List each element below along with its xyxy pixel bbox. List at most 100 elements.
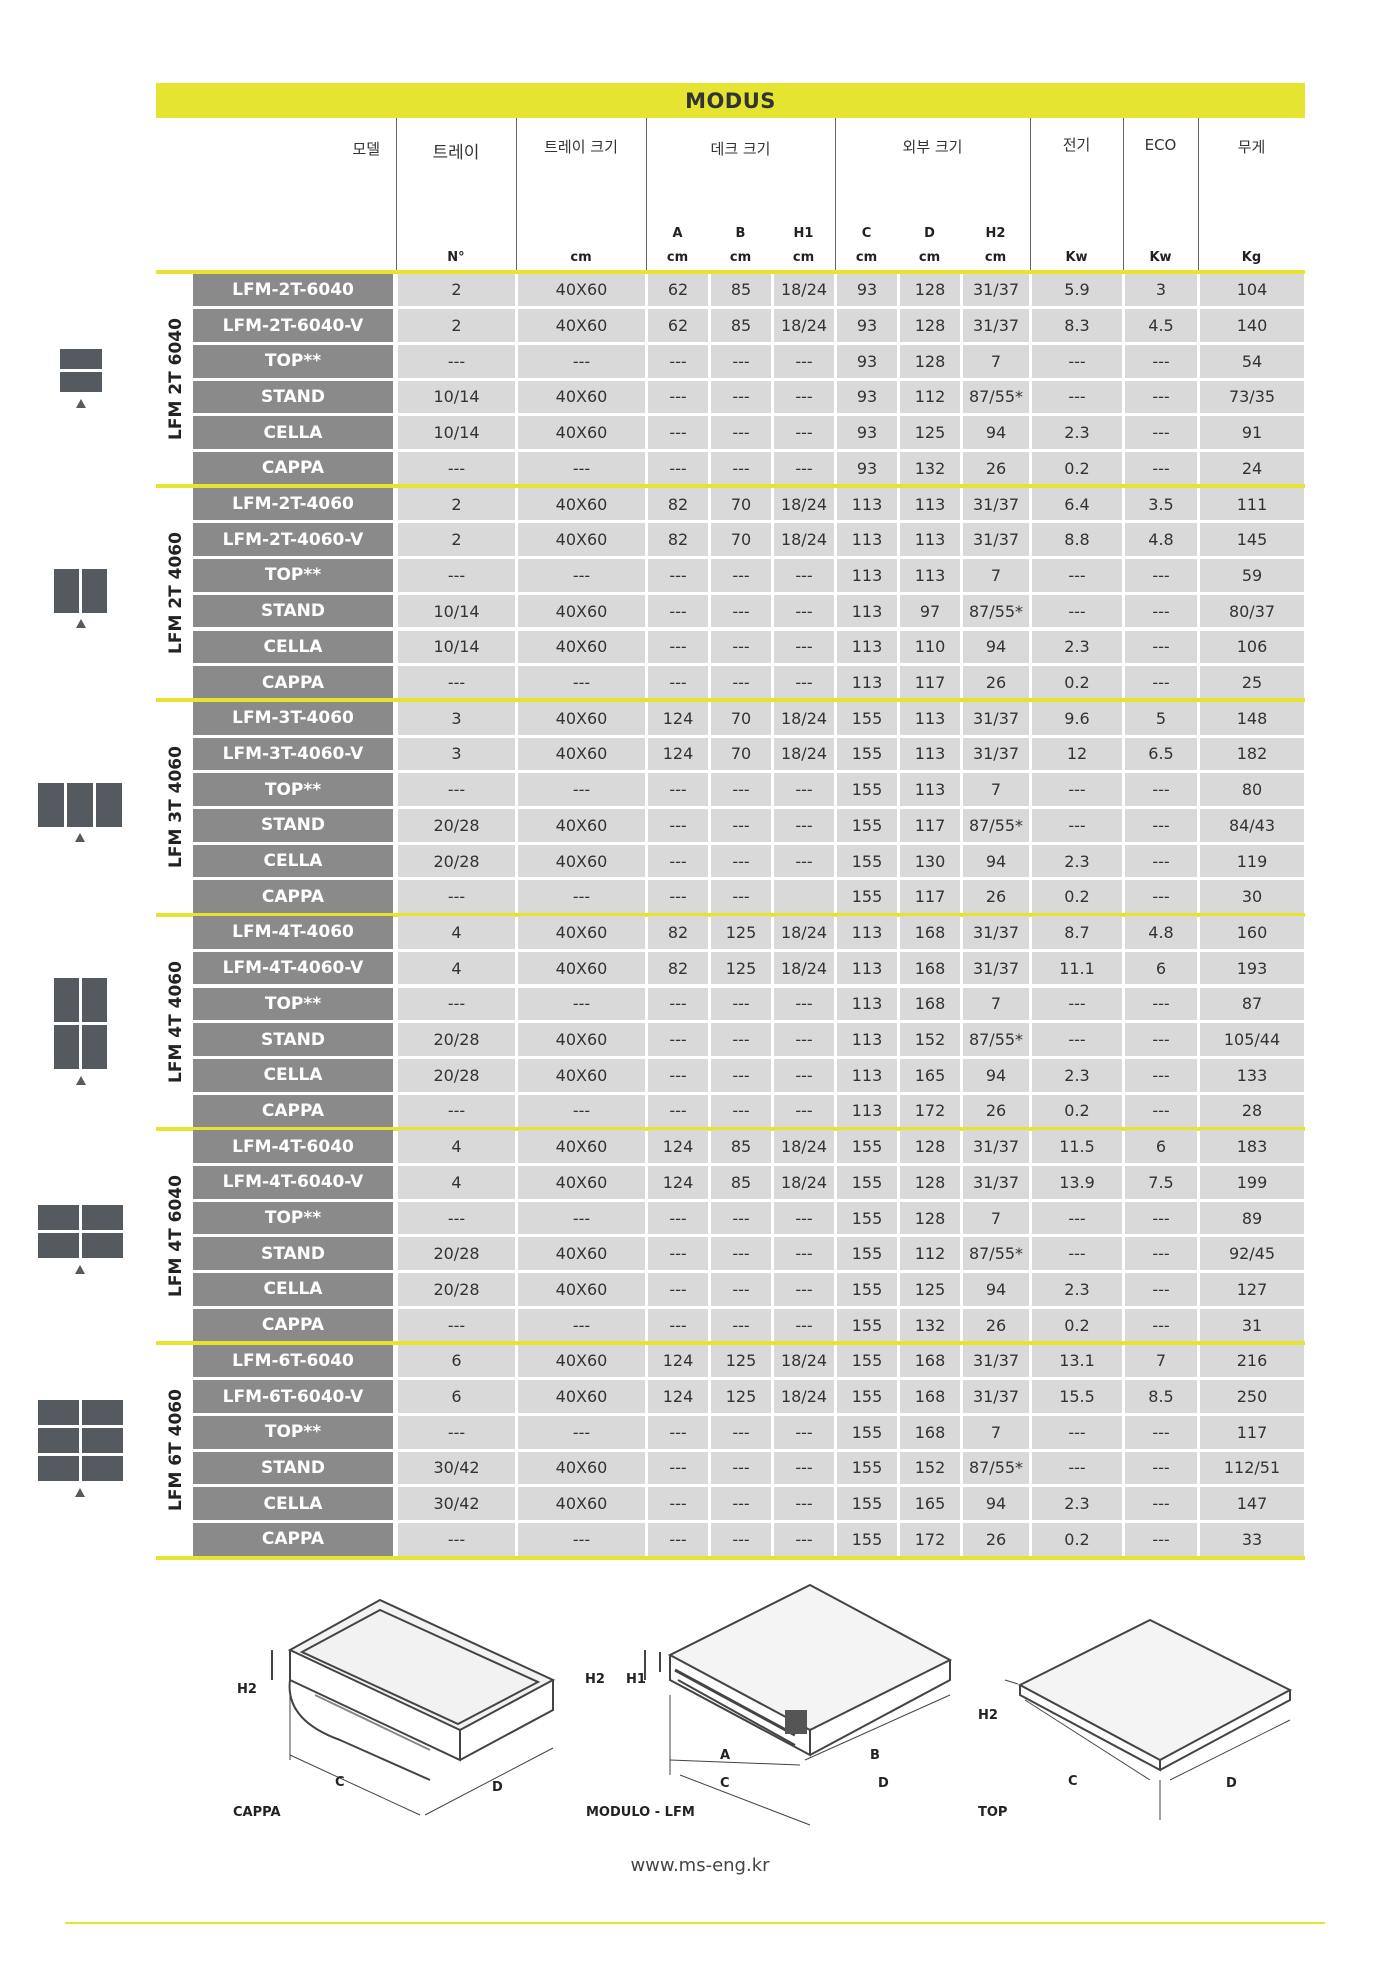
table-cell: 2 (398, 523, 515, 557)
table-cell: 125 (711, 951, 771, 985)
table-cell: 0.2 (1032, 666, 1122, 699)
modulo-h1-label: H1 (626, 1672, 646, 1687)
model-cell: TOP** (193, 987, 393, 1021)
header-tray-size: 트레이 크기 (544, 138, 618, 156)
model-cell: LFM-4T-6040-V (193, 1166, 393, 1199)
table-cell: 117 (1200, 1415, 1304, 1449)
table-cell: 20/28 (398, 1273, 515, 1306)
header-eco: ECO (1144, 136, 1177, 154)
top-d-label: D (1226, 1776, 1237, 1791)
table-cell: 84/43 (1200, 809, 1304, 842)
table-cell: 87/55* (963, 1023, 1029, 1056)
table-cell: --- (1125, 630, 1197, 664)
icon-block (38, 783, 64, 827)
table-cell: 18/24 (774, 273, 834, 307)
table-cell: --- (711, 559, 771, 592)
table-cell: 87/55* (963, 380, 1029, 414)
table-cell: 18/24 (774, 1344, 834, 1378)
table-cell: 40X60 (518, 1380, 645, 1413)
cappa-c-label: C (335, 1775, 345, 1790)
column-divider (516, 118, 517, 272)
up-arrow-icon (75, 1488, 85, 1497)
modulo-d-label: D (878, 1776, 889, 1791)
table-cell: 112 (900, 380, 960, 414)
table-cell: 145 (1200, 523, 1304, 557)
model-cell: CAPPA (193, 452, 393, 485)
table-cell: 113 (900, 487, 960, 521)
table-cell: --- (1125, 559, 1197, 592)
table-cell: 130 (900, 844, 960, 878)
header-sub-b: B (735, 226, 746, 241)
table-cell: 18/24 (774, 487, 834, 521)
stack-2-horizontal-icon (60, 349, 102, 409)
table-cell: --- (774, 1451, 834, 1485)
up-arrow-icon (75, 1265, 85, 1274)
table-cell: 125 (900, 1273, 960, 1306)
table-cell: 93 (837, 452, 897, 485)
table-cell: 4.8 (1125, 523, 1197, 557)
table-cell: 85 (711, 273, 771, 307)
table-cell: 2.3 (1032, 844, 1122, 878)
model-cell: CELLA (193, 1273, 393, 1306)
table-cell: --- (774, 594, 834, 628)
table-cell: 8.3 (1032, 309, 1122, 342)
group-divider (156, 270, 1305, 274)
footer-website[interactable]: www.ms-eng.kr (630, 1855, 770, 1876)
table-cell: 18/24 (774, 1166, 834, 1199)
table-cell: 4 (398, 951, 515, 985)
table-cell: 26 (963, 1308, 1029, 1342)
table-cell: 18/24 (774, 701, 834, 735)
header-model: 모델 (352, 140, 380, 158)
model-cell: CELLA (193, 1487, 393, 1520)
table-cell: --- (1125, 1451, 1197, 1485)
table-cell: 31/37 (963, 916, 1029, 949)
table-cell: 128 (900, 1166, 960, 1199)
table-cell: 8.8 (1032, 523, 1122, 557)
table-cell: 6 (1125, 951, 1197, 985)
icon-block (82, 1205, 123, 1230)
header-unit: cm (792, 250, 815, 265)
table-cell: --- (711, 1487, 771, 1520)
table-cell: 40X60 (518, 1166, 645, 1199)
table-cell: 80 (1200, 773, 1304, 806)
table-cell: 40X60 (518, 737, 645, 771)
table-cell: 160 (1200, 916, 1304, 949)
table-cell: --- (648, 1273, 708, 1306)
table-cell: 28 (1200, 1094, 1304, 1128)
table-cell: --- (1125, 1237, 1197, 1271)
table-cell: 152 (900, 1023, 960, 1056)
model-cell: STAND (193, 809, 393, 842)
footer-divider (65, 1922, 1325, 1924)
table-cell: 127 (1200, 1273, 1304, 1306)
table-cell: --- (1032, 1201, 1122, 1235)
table-cell: 117 (900, 809, 960, 842)
table-cell: 155 (837, 1308, 897, 1342)
table-cell: --- (648, 344, 708, 378)
table-cell: --- (1125, 1415, 1197, 1449)
table-cell: --- (774, 1201, 834, 1235)
icon-block (38, 1456, 79, 1481)
table-cell: --- (518, 880, 645, 914)
modulo-a-label: A (720, 1748, 731, 1763)
table-cell: 15.5 (1032, 1380, 1122, 1413)
model-cell: TOP** (193, 559, 393, 592)
table-cell: --- (774, 1273, 834, 1306)
table-cell: --- (711, 1273, 771, 1306)
table-cell: --- (711, 1058, 771, 1092)
table-cell: 31/37 (963, 701, 1029, 735)
table-cell: 0.2 (1032, 1308, 1122, 1342)
table-cell: 94 (963, 1273, 1029, 1306)
table-cell: 113 (900, 523, 960, 557)
table-cell: --- (1125, 1058, 1197, 1092)
table-cell: 3 (398, 737, 515, 771)
table-cell: 216 (1200, 1344, 1304, 1378)
table-cell: 125 (711, 916, 771, 949)
table-cell: 70 (711, 487, 771, 521)
table-cell: 113 (837, 630, 897, 664)
table-cell: 155 (837, 1380, 897, 1413)
table-cell: 4 (398, 1130, 515, 1163)
table-cell: 31/37 (963, 1166, 1029, 1199)
table-cell: 155 (837, 809, 897, 842)
table-cell: 18/24 (774, 1380, 834, 1413)
table-cell: 155 (837, 844, 897, 878)
